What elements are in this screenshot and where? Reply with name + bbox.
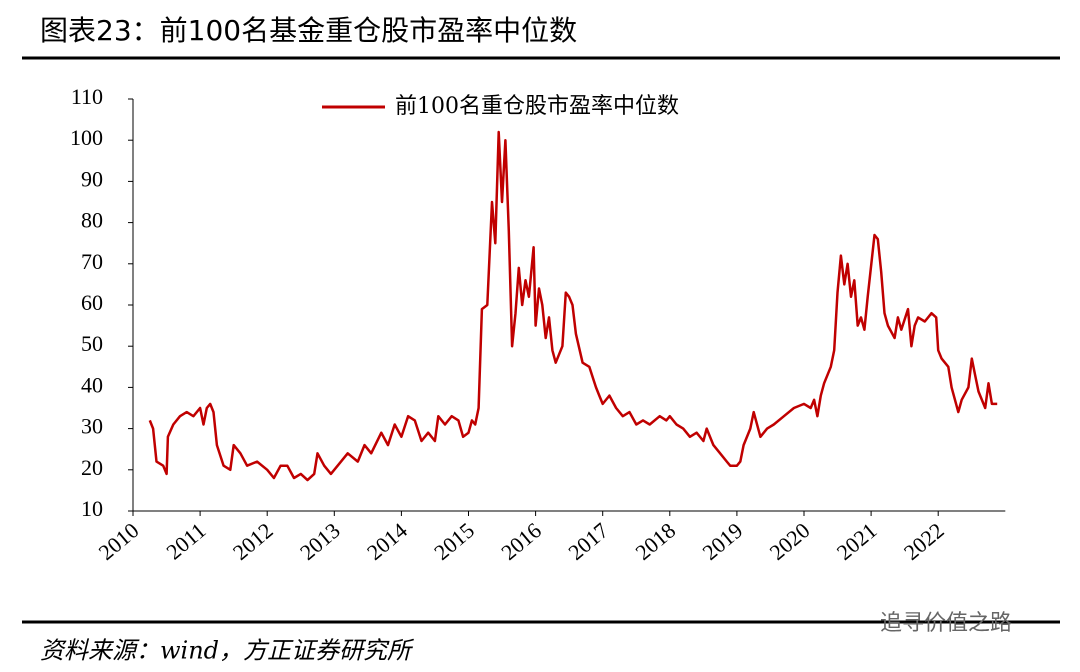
y-tick-label: 90 — [81, 166, 103, 191]
y-tick-label: 20 — [81, 455, 103, 480]
y-tick-label: 100 — [70, 125, 103, 150]
x-tick-label: 2017 — [563, 518, 613, 565]
y-tick-label: 60 — [81, 290, 103, 315]
plot: 10 20 30 40 50 60 70 80 90 100 110 2010 2011 2012 2013… — [70, 84, 1006, 565]
x-tick-label: 2012 — [228, 518, 278, 565]
x-tick-label: 2015 — [429, 518, 479, 565]
x-tick-label: 2018 — [630, 518, 680, 565]
x-tick-label: 2016 — [496, 518, 546, 565]
watermark: 追寻价值之路 — [880, 611, 1012, 636]
y-tick-label: 80 — [81, 208, 103, 233]
y-tick-label: 30 — [81, 414, 103, 439]
y-tick-label: 10 — [81, 496, 103, 521]
x-tick-label: 2022 — [899, 518, 949, 565]
legend-label: 前100名重仓股市盈率中位数 — [395, 94, 679, 119]
y-tick-label: 110 — [71, 84, 103, 109]
x-tick-label: 2019 — [698, 518, 748, 565]
x-tick-label: 2011 — [161, 518, 210, 565]
chart-title: 图表23：前100名基金重仓股市盈率中位数 — [40, 14, 577, 47]
x-tick-label: 2013 — [295, 518, 345, 565]
source: 资料来源：wind，方正证券研究所 — [40, 637, 415, 665]
y-tick-label: 40 — [81, 372, 103, 397]
y-tick-label: 50 — [81, 331, 103, 356]
y-tick-label: 70 — [81, 249, 103, 274]
x-tick-label: 2021 — [832, 518, 882, 565]
series-line — [148, 130, 998, 482]
x-tick-label: 2014 — [362, 518, 412, 565]
x-tick-label: 2020 — [765, 518, 815, 565]
x-tick-label: 2010 — [94, 518, 144, 565]
